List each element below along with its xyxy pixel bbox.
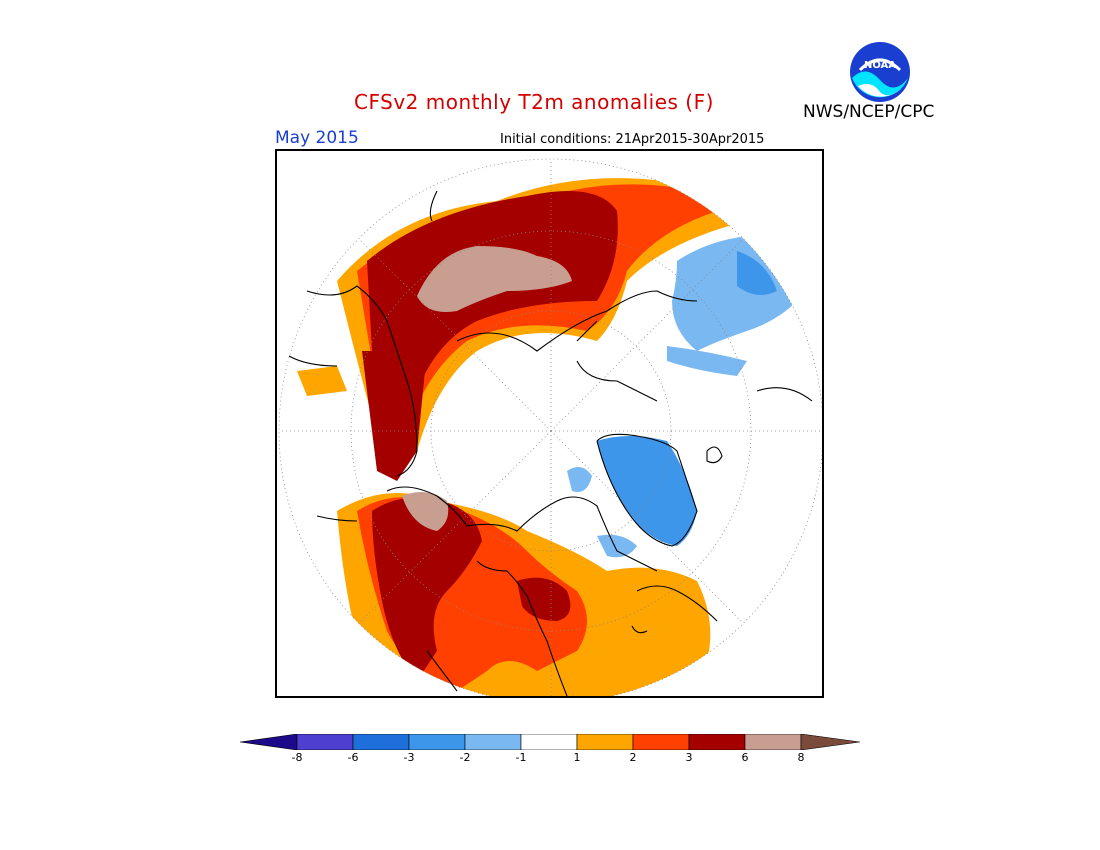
anomaly-region-alaska-darkred xyxy=(372,497,482,681)
agency-label: NWS/NCEP/CPC xyxy=(803,102,935,122)
colorbar-tick-label: 6 xyxy=(741,751,749,764)
colorbar-segment xyxy=(520,733,578,751)
colorbar-tick-label: -6 xyxy=(347,751,359,764)
colorbar-segment xyxy=(464,733,522,751)
map-panel xyxy=(275,149,824,698)
graticule xyxy=(278,158,822,696)
anomaly-region-esiberia-mid xyxy=(737,251,777,295)
coastlines xyxy=(288,190,813,696)
anomaly-region-esiberia-blue xyxy=(672,236,797,351)
anomaly-region-greenland-light xyxy=(567,467,592,492)
colorbar-segment xyxy=(576,733,634,751)
anomaly-region-eastcanada-orange xyxy=(627,593,710,671)
colorbar-arrow-left xyxy=(239,733,298,751)
colorbar-tick-label: -8 xyxy=(291,751,303,764)
colorbar-tick-label: -2 xyxy=(459,751,471,764)
anomaly-region-siberia-darkred xyxy=(362,351,427,481)
polar-map xyxy=(278,158,822,696)
colorbar-segment xyxy=(296,733,354,751)
anomaly-region-esiberia-blue2 xyxy=(667,346,747,376)
anomaly-region-greenland-blue xyxy=(597,436,697,546)
noaa-logo: NOAA xyxy=(848,40,912,104)
colorbar-tick-label: 8 xyxy=(797,751,805,764)
colorbar-tick-label: -3 xyxy=(403,751,415,764)
forecast-month: May 2015 xyxy=(275,128,359,148)
colorbar-segment xyxy=(744,733,802,751)
colorbar xyxy=(239,733,861,751)
colorbar-svg xyxy=(239,733,861,751)
anomaly-region-alaska-tan xyxy=(402,492,449,531)
logo-text: NOAA xyxy=(864,60,896,71)
colorbar-arrow-right xyxy=(800,733,861,751)
map-title: CFSv2 monthly T2m anomalies (F) xyxy=(354,90,714,114)
anomaly-region-europe-tan xyxy=(417,246,572,312)
colorbar-segment xyxy=(632,733,690,751)
colorbar-tick-label: -1 xyxy=(515,751,527,764)
colorbar-tick-label: 1 xyxy=(573,751,581,764)
anomaly-region-arctic-archipelago-blue xyxy=(597,534,637,558)
colorbar-tick-label: 3 xyxy=(685,751,693,764)
anomaly-region-canada-darkred xyxy=(517,577,571,621)
colorbar-segment xyxy=(688,733,746,751)
colorbar-tick-label: 2 xyxy=(629,751,637,764)
colorbar-segment xyxy=(408,733,466,751)
initial-conditions: Initial conditions: 21Apr2015-30Apr2015 xyxy=(500,132,765,147)
anomaly-region-europe-darkred xyxy=(367,191,618,461)
anomaly-region-siberia-orange xyxy=(297,366,347,396)
colorbar-segment xyxy=(352,733,410,751)
